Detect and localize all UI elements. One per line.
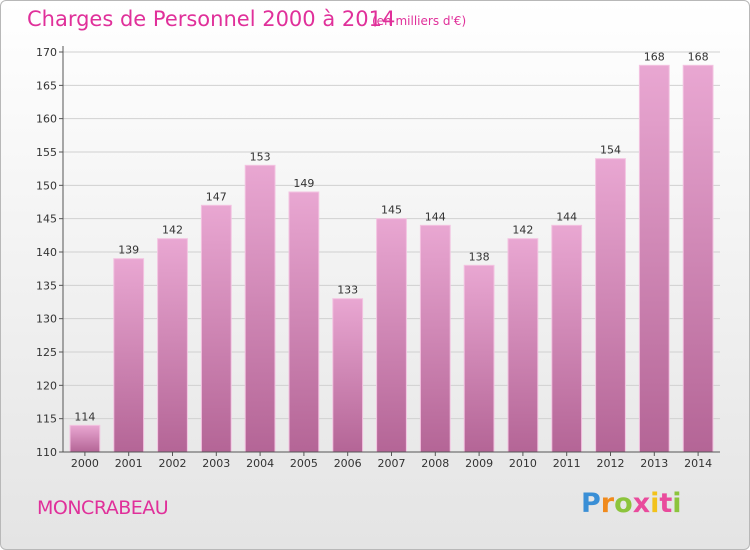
x-tick-label: 2006 — [334, 457, 362, 470]
x-tick-label: 2008 — [421, 457, 449, 470]
data-label-2007: 145 — [381, 204, 402, 217]
data-label-2013: 168 — [644, 50, 665, 63]
x-tick-label: 2009 — [465, 457, 493, 470]
logo-letter: o — [614, 488, 633, 519]
x-tick-label: 2010 — [509, 457, 537, 470]
data-label-2005: 149 — [293, 177, 314, 190]
y-tick-label: 170 — [36, 46, 57, 59]
bar-2007 — [376, 218, 407, 453]
data-label-2014: 168 — [688, 50, 709, 63]
bar-2006 — [332, 298, 364, 453]
x-tick-label: 2002 — [159, 457, 187, 470]
bar-2002 — [157, 238, 188, 453]
y-tick-label: 155 — [36, 146, 57, 159]
bar-2003 — [200, 204, 232, 453]
logo-letter: P — [581, 488, 601, 519]
x-tick-label: 2003 — [202, 457, 230, 470]
chart-subtitle: (en milliers d'€) — [372, 14, 467, 28]
data-label-2011: 144 — [556, 210, 577, 223]
proxiti-logo: Proxiti — [581, 488, 682, 519]
data-label-2003: 147 — [206, 190, 227, 203]
bar-2008 — [419, 224, 451, 453]
y-tick-label: 130 — [36, 313, 57, 326]
x-tick-label: 2007 — [378, 457, 406, 470]
y-tick-label: 145 — [36, 213, 57, 226]
bar-2012 — [595, 158, 626, 453]
axes — [59, 46, 720, 456]
y-tick-label: 140 — [36, 246, 57, 259]
data-label-2006: 133 — [337, 284, 358, 297]
x-tick-label: 2000 — [71, 457, 99, 470]
data-label-2012: 154 — [600, 144, 621, 157]
x-tick-label: 2004 — [246, 457, 274, 470]
y-tick-label: 135 — [36, 279, 57, 292]
data-label-2000: 114 — [74, 410, 95, 423]
x-tick-label: 2013 — [640, 457, 668, 470]
bar-2005 — [288, 191, 320, 453]
bar-2009 — [463, 264, 495, 453]
logo-letter: i — [650, 488, 660, 519]
logo-letter: r — [600, 488, 615, 519]
data-label-2010: 142 — [512, 224, 533, 237]
bar-2014 — [682, 64, 714, 453]
data-label-2001: 139 — [118, 244, 139, 257]
x-tick-label: 2005 — [290, 457, 318, 470]
y-tick-label: 160 — [36, 113, 57, 126]
data-label-2002: 142 — [162, 224, 183, 237]
x-tick-label: 2001 — [115, 457, 143, 470]
bar-2011 — [551, 224, 583, 453]
y-tick-label: 115 — [36, 413, 57, 426]
data-label-2004: 153 — [250, 150, 271, 163]
logo-letter: x — [632, 488, 651, 519]
x-tick-label: 2011 — [553, 457, 581, 470]
bars — [69, 64, 714, 453]
y-tick-label: 150 — [36, 179, 57, 192]
bar-2013 — [638, 64, 670, 453]
bar-2010 — [507, 238, 539, 453]
y-tick-label: 110 — [36, 446, 57, 459]
logo-letter: t — [659, 488, 673, 519]
y-tick-label: 165 — [36, 79, 57, 92]
data-label-2009: 138 — [469, 250, 490, 263]
y-tick-label: 120 — [36, 379, 57, 392]
chart-title: Charges de Personnel 2000 à 2014 — [27, 7, 396, 31]
logo-letter: i — [672, 488, 682, 519]
bar-2000 — [69, 424, 101, 453]
y-tick-label: 125 — [36, 346, 57, 359]
x-tick-label: 2014 — [684, 457, 712, 470]
x-tick-label: 2012 — [597, 457, 625, 470]
bar-2001 — [113, 258, 145, 453]
bar-2004 — [244, 164, 276, 453]
data-label-2008: 144 — [425, 210, 446, 223]
place-name: MONCRABEAU — [37, 497, 169, 519]
labels: 110 115 120 125 130 135 140 145 150 155 160 165 170 1… — [36, 46, 712, 470]
